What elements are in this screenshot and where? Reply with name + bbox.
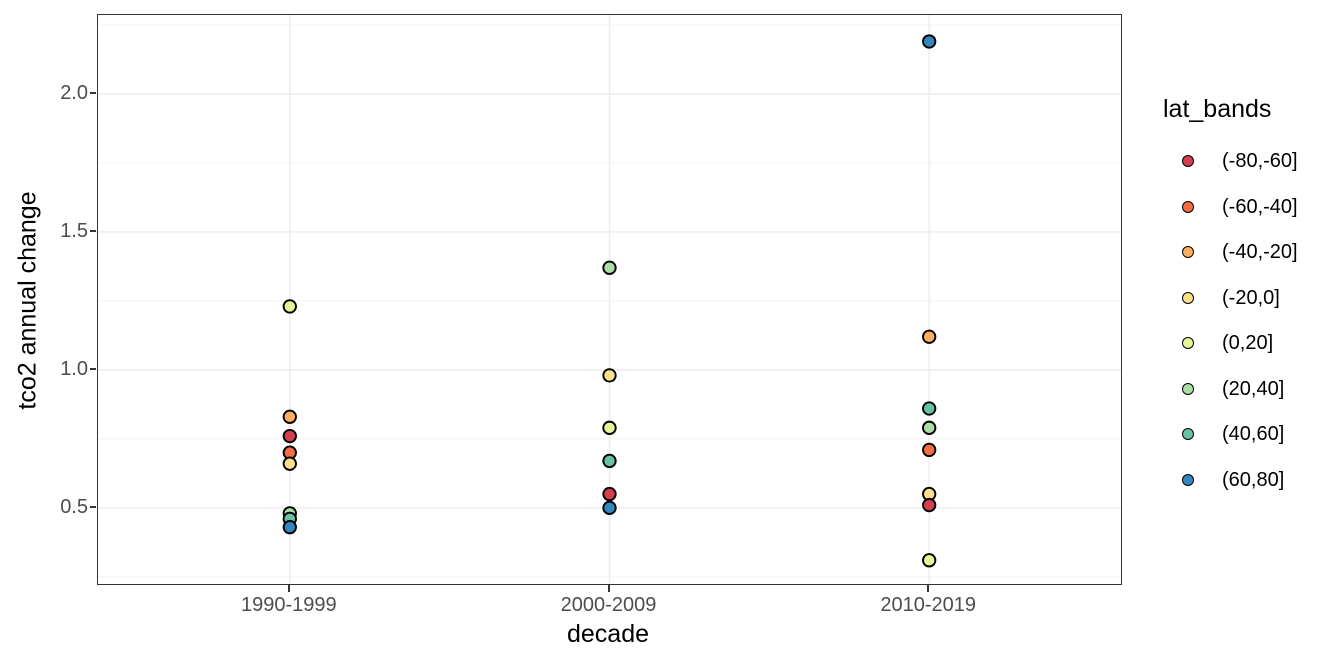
- x-tick-label: 2000-2009: [560, 594, 657, 616]
- legend-label: (-40,-20]: [1222, 241, 1298, 263]
- data-point: [922, 329, 937, 344]
- data-point: [282, 520, 297, 535]
- y-tick-mark: [90, 505, 96, 508]
- data-point: [282, 428, 297, 444]
- data-point: [922, 442, 937, 458]
- legend-title: lat_bands: [1163, 95, 1272, 123]
- x-tick-mark: [607, 584, 610, 592]
- data-point: [922, 34, 937, 49]
- data-point: [922, 401, 937, 416]
- y-tick-label: 2.0: [60, 81, 88, 104]
- x-axis-title: decade: [566, 620, 650, 648]
- legend-key-dot: [1182, 337, 1194, 349]
- legend-key-dot: [1182, 473, 1194, 486]
- y-tick-mark: [90, 91, 96, 94]
- legend-label: (40,60]: [1222, 423, 1285, 445]
- data-point: [602, 420, 617, 435]
- plot-panel: [97, 14, 1122, 585]
- x-tick-mark: [287, 584, 290, 592]
- y-tick-mark: [90, 229, 96, 232]
- x-tick-label: 2010-2019: [880, 594, 977, 616]
- legend-label: (-60,-40]: [1222, 195, 1298, 218]
- plot-area: [98, 15, 1121, 584]
- legend-key-dot: [1182, 200, 1194, 213]
- data-point: [602, 260, 617, 275]
- data-point: [282, 299, 297, 314]
- legend-label: (0,20]: [1222, 332, 1274, 354]
- y-axis-title: tco2 annual change: [13, 191, 42, 410]
- data-point: [282, 409, 297, 424]
- legend-key-dot: [1182, 246, 1194, 258]
- data-point: [602, 486, 617, 502]
- legend-label: (60,80]: [1222, 468, 1285, 491]
- legend-label: (-80,-60]: [1222, 150, 1298, 172]
- legend-key-dot: [1182, 428, 1194, 440]
- data-point: [602, 453, 617, 469]
- legend-label: (-20,0]: [1222, 286, 1280, 309]
- data-point: [922, 420, 937, 435]
- y-tick-label: 1.5: [60, 219, 88, 242]
- legend-label: (20,40]: [1222, 377, 1285, 400]
- legend-key-dot: [1182, 382, 1194, 395]
- x-tick-mark: [927, 584, 930, 592]
- y-tick-mark: [90, 367, 96, 370]
- legend-key-dot: [1182, 291, 1194, 304]
- data-point: [602, 368, 617, 383]
- data-point: [922, 497, 937, 513]
- legend-key-dot: [1182, 155, 1194, 167]
- x-tick-label: 1990-1999: [240, 594, 337, 616]
- data-point: [602, 500, 617, 515]
- y-tick-label: 1.0: [60, 357, 88, 380]
- data-point: [282, 456, 297, 471]
- y-tick-label: 0.5: [60, 495, 88, 518]
- data-point: [922, 553, 937, 568]
